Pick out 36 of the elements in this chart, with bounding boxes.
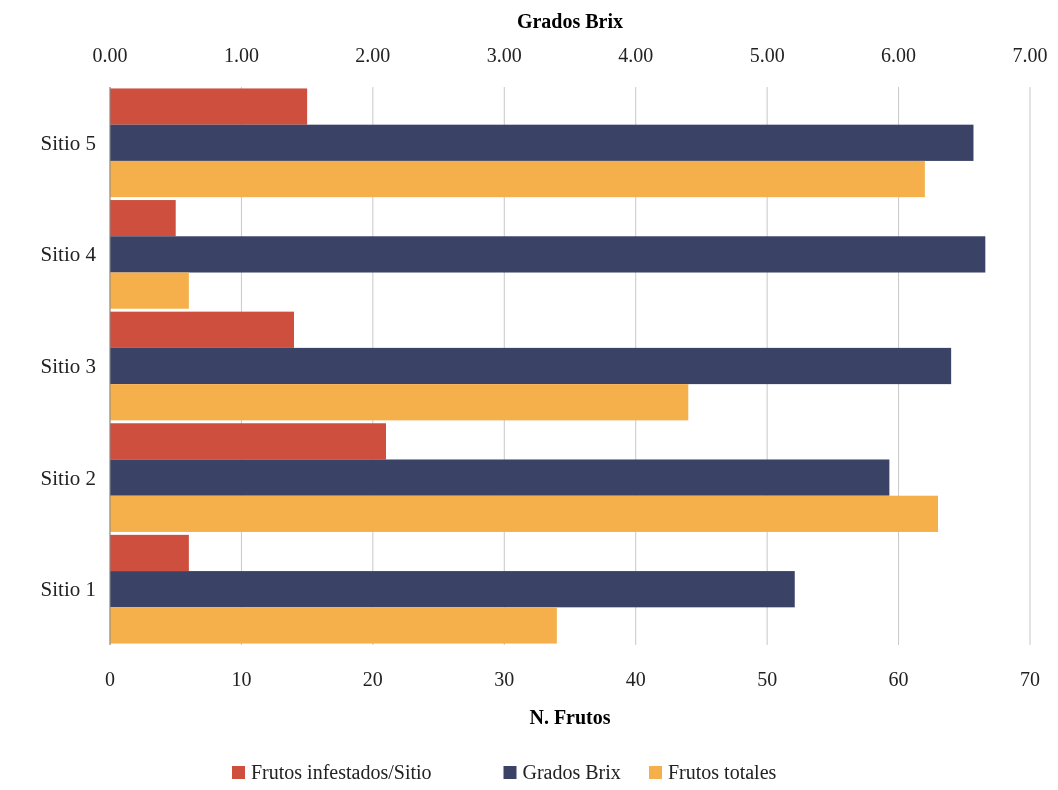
x2-tick-label: 4.00 bbox=[618, 44, 654, 66]
x-tick-label: 30 bbox=[494, 668, 515, 690]
bar bbox=[110, 384, 689, 421]
legend-label: Frutos infestados/Sitio bbox=[251, 761, 432, 783]
y-tick-label: Sitio 5 bbox=[40, 130, 96, 155]
legend-label: Grados Brix bbox=[522, 761, 621, 783]
bar bbox=[110, 534, 189, 572]
x-tick-label: 40 bbox=[625, 668, 646, 690]
x-tick-label: 10 bbox=[231, 668, 252, 690]
x2-axis-title: Grados Brix bbox=[516, 10, 624, 32]
bar bbox=[110, 607, 557, 644]
bar bbox=[110, 272, 189, 309]
bar bbox=[110, 423, 386, 460]
x-tick-label: 0 bbox=[105, 668, 115, 690]
x2-tick-label: 3.00 bbox=[486, 44, 522, 66]
bar bbox=[110, 200, 176, 237]
x2-tick-label: 7.00 bbox=[1012, 44, 1048, 66]
y-tick-label: Sitio 4 bbox=[40, 242, 97, 267]
x2-tick-label: 1.00 bbox=[223, 44, 259, 66]
x2-tick-label: 5.00 bbox=[749, 44, 785, 66]
bar bbox=[110, 311, 294, 348]
x-tick-label: 50 bbox=[757, 668, 778, 690]
x2-tick-label: 6.00 bbox=[881, 44, 917, 66]
x2-tick-label: 0.00 bbox=[92, 44, 128, 66]
y-tick-label: Sitio 3 bbox=[40, 354, 96, 378]
legend-label: Frutos totales bbox=[668, 761, 777, 783]
y-tick-label: Sitio 2 bbox=[40, 465, 96, 490]
x-axis-title: N. Frutos bbox=[529, 706, 611, 728]
x-tick-label: 70 bbox=[1020, 668, 1040, 690]
bar bbox=[110, 495, 938, 532]
bar bbox=[110, 160, 925, 198]
bar bbox=[110, 88, 308, 125]
x2-tick-label: 2.00 bbox=[355, 44, 391, 66]
x-tick-label: 60 bbox=[888, 668, 909, 690]
y-tick-label: Sitio 1 bbox=[40, 577, 96, 602]
x-tick-label: 20 bbox=[362, 668, 383, 690]
